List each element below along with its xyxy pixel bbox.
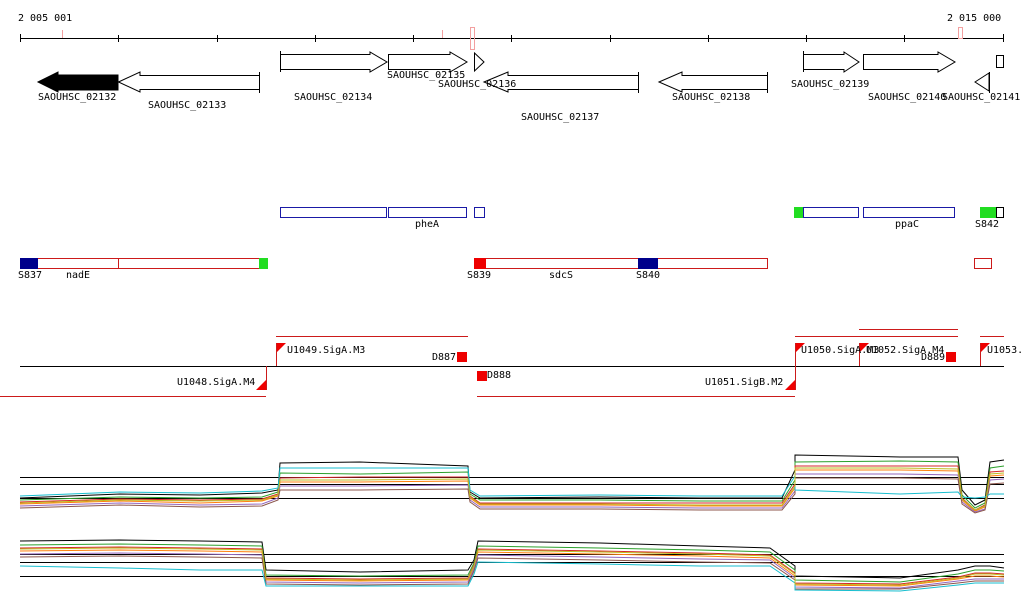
gene-arrow-02135[interactable] bbox=[388, 51, 468, 73]
gene-label[interactable]: SAOUHSC_02140 bbox=[868, 92, 947, 103]
operon-label[interactable]: S837 bbox=[18, 270, 43, 281]
tu-label[interactable]: U1052.SigA.M4 bbox=[866, 345, 945, 356]
gene-track bbox=[36, 51, 1004, 93]
operon-label[interactable]: nadE bbox=[66, 270, 91, 281]
gene-arrow-02136[interactable] bbox=[474, 51, 485, 73]
gene-label[interactable]: SAOUHSC_02134 bbox=[294, 92, 373, 103]
gene-label[interactable]: SAOUHSC_02137 bbox=[521, 112, 600, 123]
tu-label[interactable]: D888 bbox=[487, 370, 512, 381]
gene-arrow-02139[interactable] bbox=[803, 51, 860, 73]
operon-label[interactable]: sdcS bbox=[549, 270, 574, 281]
tu-label[interactable]: D889 bbox=[921, 352, 946, 363]
gene-label[interactable]: SAOUHSC_02141 bbox=[942, 92, 1021, 103]
tu-label[interactable]: D887 bbox=[432, 352, 457, 363]
operon-plus-track bbox=[280, 207, 1004, 218]
operon-label[interactable]: S840 bbox=[636, 270, 661, 281]
gene-arrow-02133[interactable] bbox=[117, 71, 260, 93]
coordinate-end: 2 015 000 bbox=[947, 13, 1002, 24]
tu-label[interactable]: U1053. bbox=[987, 345, 1024, 356]
expression-panel-upper bbox=[19, 454, 1005, 514]
operon-label[interactable]: S842 bbox=[975, 219, 1000, 230]
gene-label[interactable]: SAOUHSC_02133 bbox=[148, 100, 227, 111]
gene-label[interactable]: SAOUHSC_02138 bbox=[672, 92, 751, 103]
tu-label[interactable]: U1049.SigA.M3 bbox=[287, 345, 366, 356]
operon-label[interactable]: pheA bbox=[415, 219, 440, 230]
gene-arrow-02138[interactable] bbox=[657, 71, 768, 93]
gene-arrow-02132[interactable] bbox=[36, 71, 119, 93]
gene-arrow-02134[interactable] bbox=[280, 51, 388, 73]
gene-label[interactable]: SAOUHSC_02132 bbox=[38, 92, 117, 103]
coordinate-ruler bbox=[20, 34, 1004, 42]
operon-label[interactable]: S839 bbox=[467, 270, 492, 281]
coordinate-start: 2 005 001 bbox=[18, 13, 73, 24]
expression-panel-lower bbox=[19, 539, 1005, 592]
tu-label[interactable]: U1050.SigA.M3 bbox=[801, 345, 880, 356]
gene-arrow-02140[interactable] bbox=[863, 51, 956, 73]
operon-minus-track bbox=[20, 258, 992, 269]
gene-arrow-02141[interactable] bbox=[974, 72, 990, 92]
tu-label[interactable]: U1048.SigA.M4 bbox=[177, 377, 256, 388]
gene-label[interactable]: SAOUHSC_02136 bbox=[438, 79, 517, 90]
gene-label[interactable]: SAOUHSC_02135 bbox=[387, 70, 466, 81]
transcription-unit-track bbox=[0, 329, 1004, 397]
gene-label[interactable]: SAOUHSC_02139 bbox=[791, 79, 870, 90]
operon-label[interactable]: ppaC bbox=[895, 219, 920, 230]
tu-label[interactable]: U1051.SigB.M2 bbox=[705, 377, 784, 388]
